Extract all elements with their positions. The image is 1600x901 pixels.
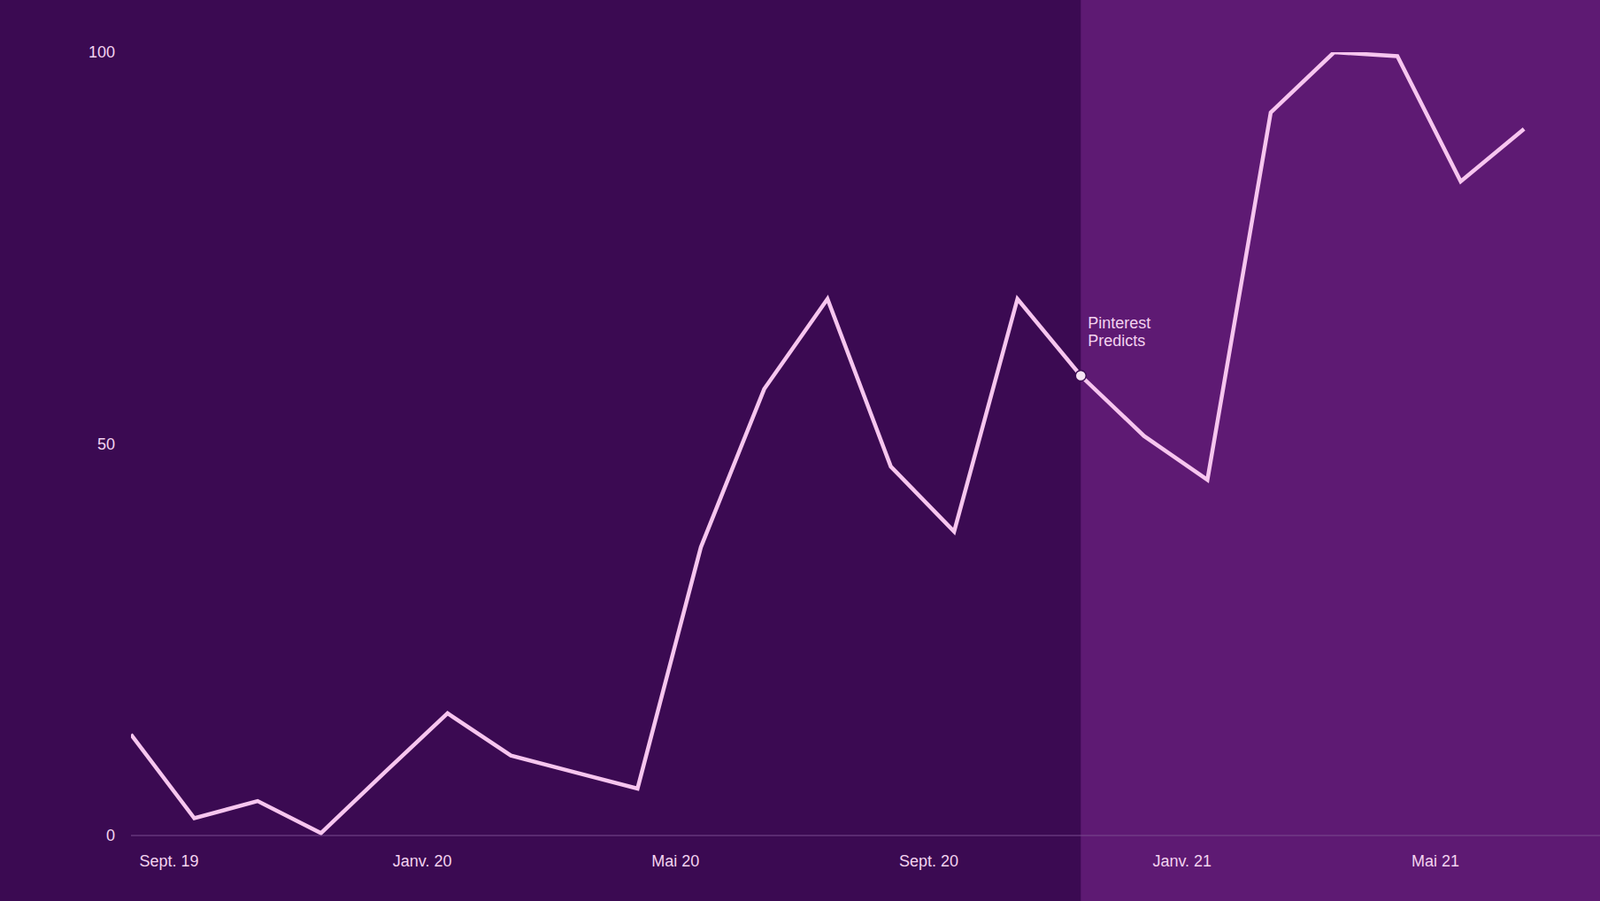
svg-text:0: 0 [106, 826, 116, 845]
svg-text:50: 50 [97, 435, 116, 454]
svg-text:Janv. 21: Janv. 21 [1152, 852, 1212, 870]
svg-text:Janv. 20: Janv. 20 [392, 852, 453, 870]
svg-text:Mai 21: Mai 21 [1411, 852, 1460, 870]
svg-text:PinterestPredicts: PinterestPredicts [1087, 314, 1151, 350]
svg-text:Mai 20: Mai 20 [651, 852, 700, 870]
svg-text:Sept. 20: Sept. 20 [899, 852, 959, 870]
svg-text:100: 100 [88, 43, 116, 62]
svg-text:Sept. 19: Sept. 19 [138, 852, 199, 870]
